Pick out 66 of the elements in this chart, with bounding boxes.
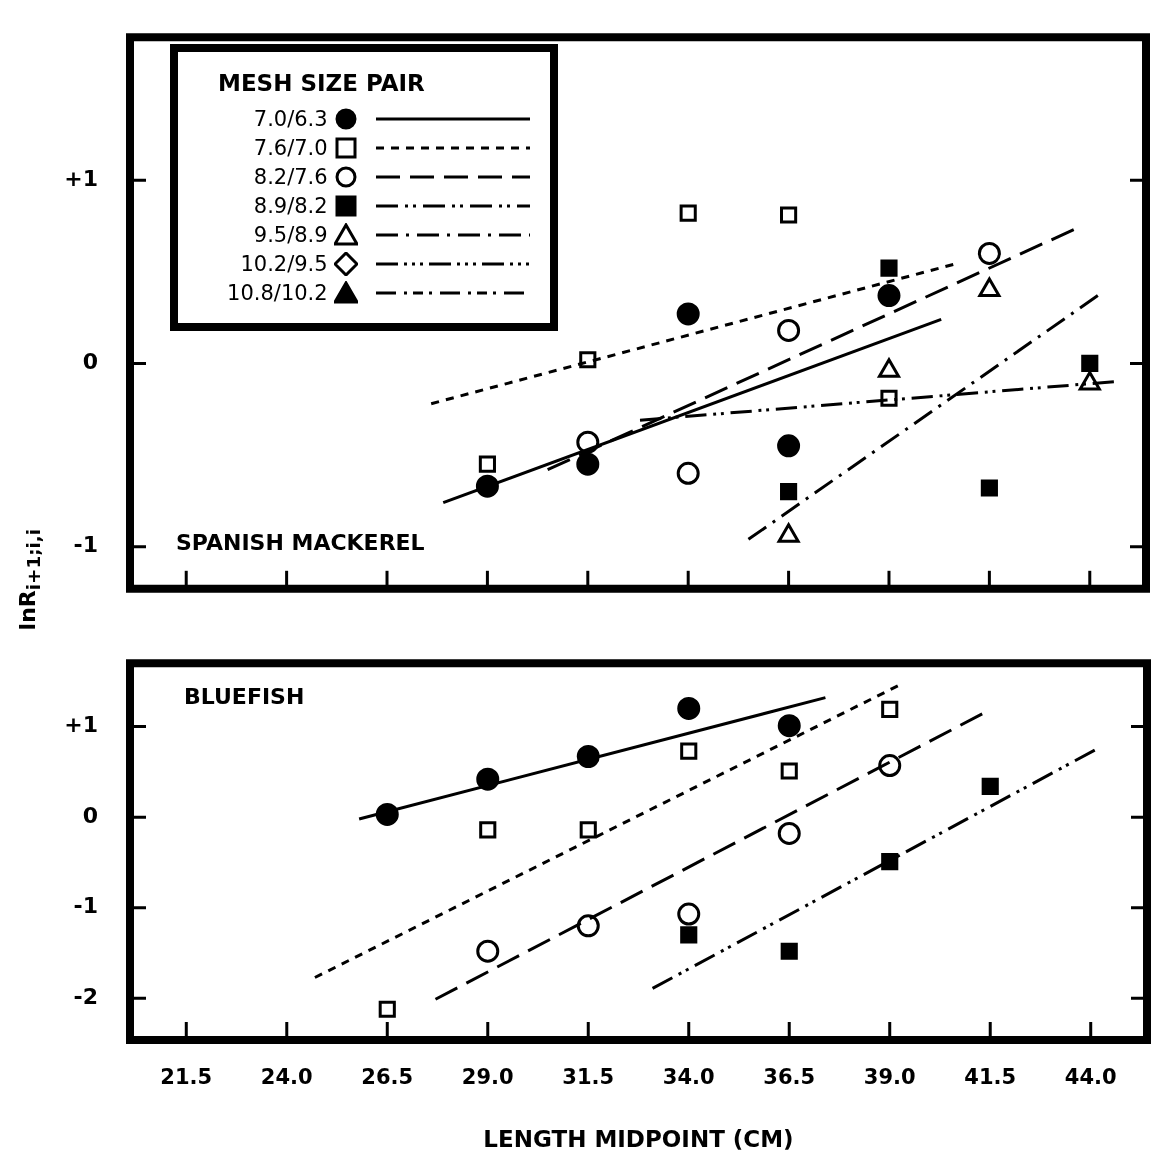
point [680, 742, 698, 760]
legend-label: 10.8/10.2 [226, 280, 328, 305]
point [880, 259, 898, 277]
x-tick-label: 31.5 [562, 1065, 615, 1090]
text: SPANISH MACKEREL [176, 529, 425, 555]
x-tick-label: 29.0 [461, 1065, 514, 1090]
point [679, 204, 697, 222]
y-tick-label: 0 [82, 349, 98, 375]
x-tick-label: 34.0 [662, 1065, 715, 1090]
point [476, 939, 500, 963]
point [375, 802, 399, 826]
x-tick-label: 21.5 [160, 1065, 213, 1090]
x-tick-label: 44.0 [1064, 1065, 1117, 1090]
point [479, 821, 497, 839]
point [881, 700, 899, 718]
point [777, 318, 801, 342]
point [880, 389, 898, 407]
x-tick-label: 39.0 [863, 1065, 916, 1090]
point [576, 744, 600, 768]
text: BLUEFISH [184, 683, 305, 709]
point [576, 452, 600, 476]
point [378, 1000, 396, 1018]
point [576, 430, 600, 454]
point [877, 284, 901, 308]
point [777, 714, 801, 738]
point [475, 474, 499, 498]
point [881, 852, 899, 871]
point [980, 479, 998, 497]
point [780, 942, 798, 960]
point [478, 455, 496, 473]
point [579, 351, 597, 369]
point [780, 483, 798, 501]
point [780, 206, 798, 224]
legend-title: MESH SIZE PAIR [218, 70, 426, 96]
x-axis-title: LENGTH MIDPOINT (CM) [483, 1126, 794, 1153]
legend-label: 10.2/9.5 [239, 251, 328, 276]
point [680, 926, 698, 944]
y-tick-label: +1 [64, 165, 98, 191]
point [981, 777, 999, 795]
legend-label: 9.5/8.9 [252, 222, 328, 247]
point [677, 902, 701, 926]
legend-label: 7.0/6.3 [252, 106, 328, 131]
point [576, 914, 600, 938]
point [476, 767, 500, 791]
point [676, 302, 700, 326]
point [977, 241, 1001, 265]
x-tick-label: 36.5 [763, 1065, 816, 1090]
point [677, 696, 701, 720]
point [878, 754, 902, 778]
point [777, 821, 801, 845]
legend-label: 8.9/8.2 [252, 193, 328, 218]
x-tick-label: 26.5 [361, 1065, 414, 1090]
point [1081, 354, 1099, 372]
y-tick-label: +1 [64, 712, 98, 738]
y-tick-label: 0 [82, 802, 98, 828]
legend-label: 8.2/7.6 [252, 164, 328, 189]
legend-label: 7.6/7.0 [252, 135, 328, 160]
point [780, 762, 798, 780]
point [579, 821, 597, 839]
y-tick-label: -1 [73, 532, 98, 558]
y-tick-label: -2 [73, 984, 98, 1010]
y-tick-label: -1 [73, 893, 98, 919]
x-tick-label: 41.5 [964, 1065, 1017, 1090]
point [676, 461, 700, 485]
x-tick-label: 24.0 [260, 1065, 313, 1090]
point [777, 434, 801, 458]
